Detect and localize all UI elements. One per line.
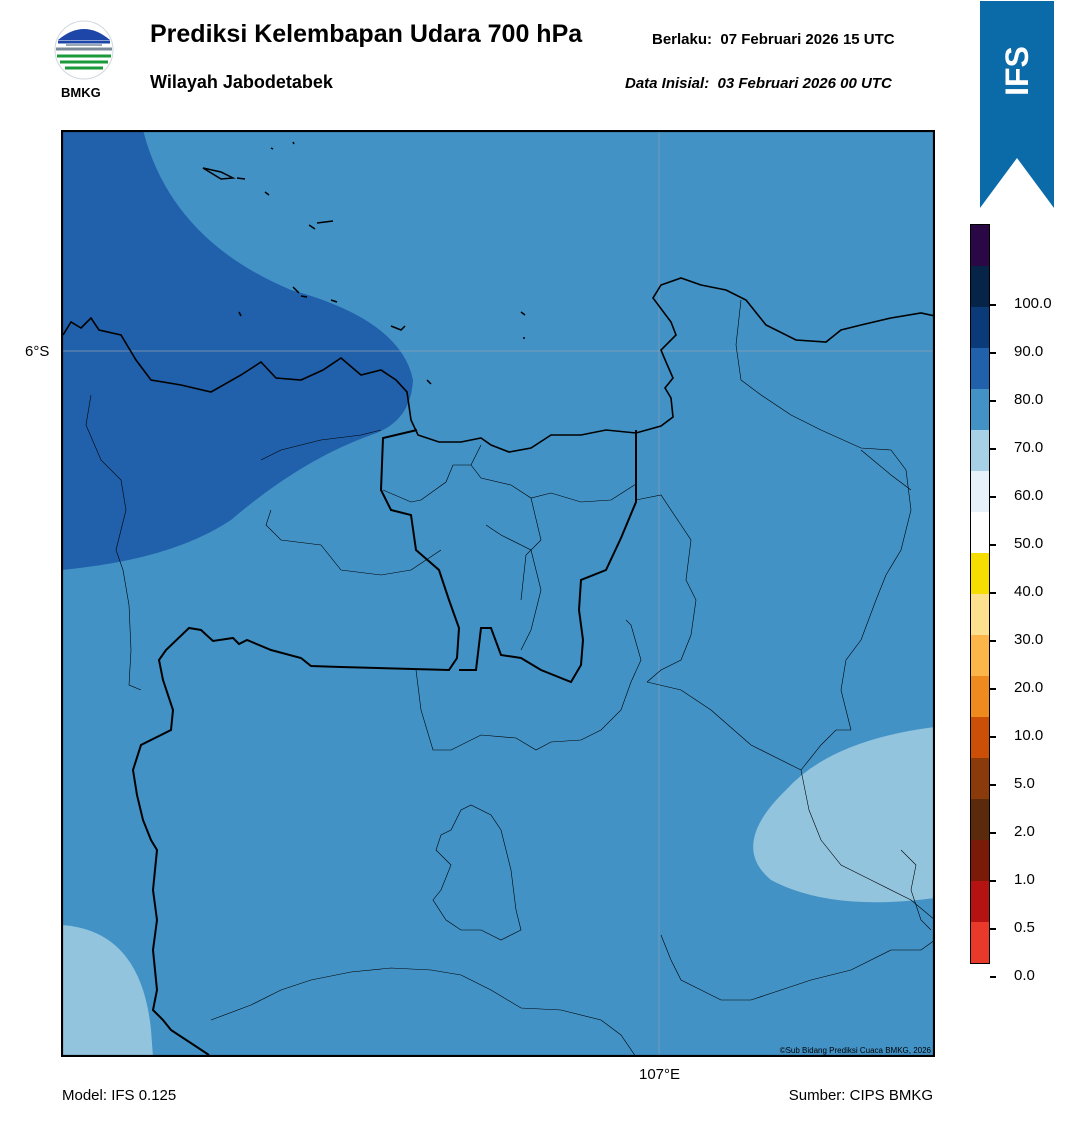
colorbar-segment: [971, 225, 989, 266]
colorbar-segment: [971, 758, 989, 799]
colorbar-tick-label: 60.0: [1014, 487, 1044, 504]
init-label: Data Inisial:: [625, 75, 710, 92]
colorbar-tick-label: 90.0: [1014, 343, 1044, 360]
map-panel: ©Sub Bidang Prediksi Cuaca BMKG, 2026: [60, 129, 936, 1058]
colorbar-tick-label: 5.0: [1014, 775, 1035, 792]
colorbar-tick-label: 10.0: [1014, 727, 1044, 744]
page-title: Prediksi Kelembapan Udara 700 hPa: [150, 20, 583, 48]
colorbar-bar: [970, 224, 990, 964]
valid-label: Berlaku:: [652, 31, 713, 48]
colorbar-tick-label: 2.0: [1014, 823, 1035, 840]
colorbar-tick-mark: [990, 496, 996, 498]
regency-boundary-east: [459, 430, 637, 684]
model-label: Model: IFS 0.125: [62, 1087, 177, 1104]
colorbar-segment: [971, 512, 989, 553]
colorbar-tick-label: 70.0: [1014, 439, 1044, 456]
colorbar-tick-mark: [990, 544, 996, 546]
colorbar-tick-mark: [990, 784, 996, 786]
colorbar-tick-mark: [990, 592, 996, 594]
colorbar-tick-label: 50.0: [1014, 535, 1044, 552]
colorbar: [970, 224, 990, 964]
thousand-islands: [202, 141, 526, 385]
colorbar-segment: [971, 348, 989, 389]
colorbar-segment: [971, 389, 989, 430]
humidity-map: [60, 129, 936, 1058]
colorbar-tick-mark: [990, 352, 996, 354]
colorbar-segment: [971, 471, 989, 512]
colorbar-tick-label: 30.0: [1014, 631, 1044, 648]
colorbar-tick-label: 100.0: [1014, 295, 1052, 312]
colorbar-segment: [971, 676, 989, 717]
source-label: Sumber: CIPS BMKG: [788, 1087, 933, 1104]
longitude-label: 107°E: [639, 1066, 681, 1083]
map-credit: ©Sub Bidang Prediksi Cuaca BMKG, 2026: [779, 1046, 931, 1055]
humidity-zone-60-70-southwest: [63, 925, 153, 1055]
colorbar-tick-mark: [990, 688, 996, 690]
colorbar-tick-label: 0.0: [1014, 967, 1035, 984]
colorbar-segment: [971, 635, 989, 676]
bmkg-logo: [52, 20, 116, 86]
colorbar-segment: [971, 799, 989, 840]
colorbar-segment: [971, 307, 989, 348]
colorbar-segment: [971, 840, 989, 881]
colorbar-tick-label: 20.0: [1014, 679, 1044, 696]
colorbar-tick-label: 1.0: [1014, 871, 1035, 888]
latitude-label: 6°S: [25, 343, 50, 360]
coastline: [63, 277, 933, 453]
colorbar-segment: [971, 553, 989, 594]
ifs-badge: IFS: [980, 1, 1054, 209]
logo-text: BMKG: [61, 85, 101, 100]
colorbar-tick-mark: [990, 304, 996, 306]
province-boundary: [131, 429, 461, 1055]
colorbar-segment: [971, 922, 989, 963]
valid-time: Berlaku: 07 Februari 2026 15 UTC: [652, 31, 895, 48]
humidity-zone-60-70-east: [753, 727, 933, 903]
colorbar-tick-label: 80.0: [1014, 391, 1044, 408]
colorbar-tick-mark: [990, 400, 996, 402]
bmkg-logo-icon: [54, 20, 114, 80]
district-boundaries: [85, 299, 933, 1055]
colorbar-tick-mark: [990, 928, 996, 930]
init-time: Data Inisial: 03 Februari 2026 00 UTC: [625, 75, 892, 92]
ifs-badge-text: IFS: [998, 46, 1035, 96]
region-subtitle: Wilayah Jabodetabek: [150, 72, 333, 92]
colorbar-tick-mark: [990, 880, 996, 882]
colorbar-tick-mark: [990, 640, 996, 642]
colorbar-segment: [971, 717, 989, 758]
colorbar-segment: [971, 881, 989, 922]
valid-value: 07 Februari 2026 15 UTC: [720, 31, 895, 48]
colorbar-segment: [971, 594, 989, 635]
colorbar-tick-mark: [990, 976, 996, 978]
colorbar-tick-mark: [990, 832, 996, 834]
colorbar-tick-mark: [990, 448, 996, 450]
colorbar-segment: [971, 266, 989, 307]
colorbar-tick-mark: [990, 736, 996, 738]
colorbar-tick-label: 40.0: [1014, 583, 1044, 600]
colorbar-tick-label: 0.5: [1014, 919, 1035, 936]
init-value: 03 Februari 2026 00 UTC: [717, 75, 892, 92]
colorbar-segment: [971, 430, 989, 471]
